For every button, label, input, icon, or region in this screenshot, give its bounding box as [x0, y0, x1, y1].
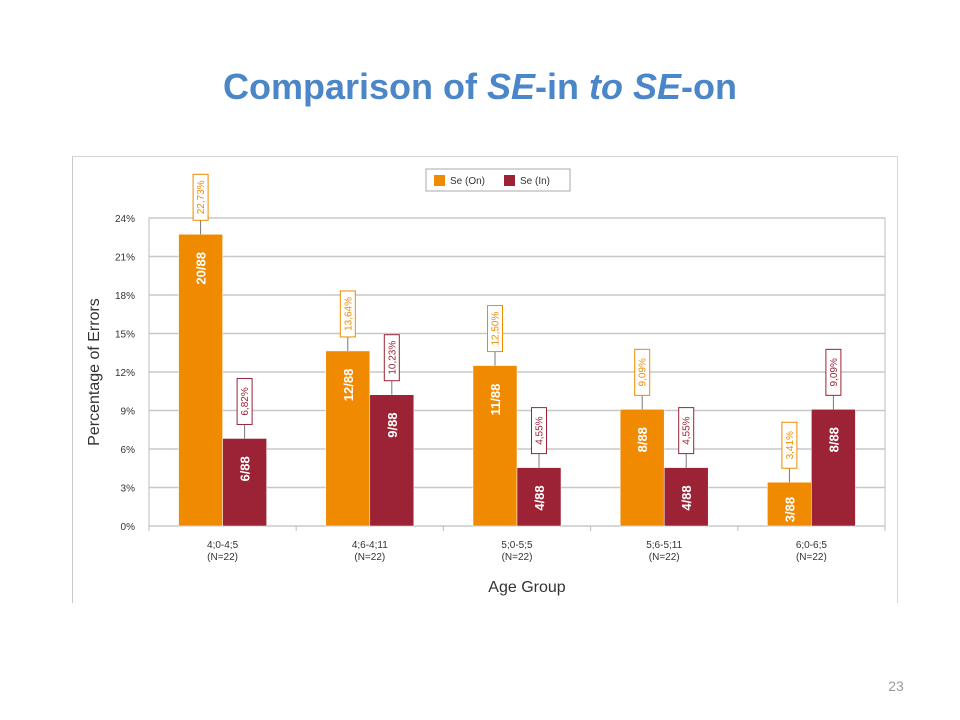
bar-count-label: 20/88	[194, 252, 209, 285]
y-tick-label: 12%	[115, 368, 135, 379]
bar-se-on	[325, 350, 371, 527]
callout-box	[487, 305, 503, 353]
callout-box	[531, 407, 547, 455]
x-axis-label: Age Group	[488, 579, 565, 596]
x-tick-sublabel: (N=22)	[502, 552, 533, 563]
y-tick-label: 24%	[115, 214, 135, 225]
bar-value-label: 10,23%	[387, 341, 398, 375]
callout-box	[781, 421, 798, 469]
title-part: to SE	[589, 66, 682, 107]
bar-se-in	[811, 409, 856, 527]
chart-panel: 0% 3% 6% 9% 12% 15% 18% 21% 24% Percentage of Err…	[72, 156, 898, 603]
callout-box	[634, 348, 651, 396]
x-tick-label: 6;0-6;5	[796, 540, 828, 551]
callout-box	[678, 407, 695, 455]
legend-box	[425, 168, 571, 192]
bar-count-label: 12/88	[341, 369, 356, 402]
y-tick-label: 15%	[115, 330, 135, 341]
callout-box	[236, 377, 253, 425]
x-tick-label: 4;0-4;5	[207, 540, 239, 551]
x-tick-sublabel: (N=22)	[207, 552, 238, 563]
y-tick-label: 0%	[121, 522, 136, 533]
bar-value-label: 6,82%	[240, 387, 251, 415]
bar-count-label: 11/88	[488, 384, 503, 416]
bar-count-label: 6/88	[238, 456, 253, 481]
bar-value-label: 9,09%	[638, 358, 649, 386]
bar-value-label: 13,64%	[343, 297, 354, 331]
bar-se-on	[619, 409, 665, 527]
x-tick-label: 5;0-5;5	[501, 540, 533, 551]
x-tick-label: 5;6-5;11	[646, 540, 682, 551]
x-tick-sublabel: (N=22)	[796, 552, 827, 563]
x-tick-sublabel: (N=22)	[649, 552, 680, 563]
page-number: 23	[888, 678, 904, 694]
bar-se-in	[369, 394, 415, 527]
bar-value-label: 4,55%	[682, 416, 693, 444]
bar-value-label: 9,09%	[829, 358, 840, 386]
callout-box	[339, 290, 356, 338]
title-part: -in	[535, 66, 590, 107]
bar-value-label: 4,55%	[535, 416, 546, 444]
y-tick-label: 3%	[121, 484, 136, 495]
legend-label: Se (On)	[450, 176, 485, 187]
y-tick-label: 6%	[121, 445, 136, 456]
title-part: -on	[681, 66, 737, 107]
bar-se-on	[767, 481, 812, 527]
y-axis-label: Percentage of Errors	[86, 298, 103, 446]
legend-swatch	[504, 175, 515, 186]
bar-se-in	[663, 467, 709, 527]
bar-se-in	[516, 467, 562, 527]
slide-title: Comparison of SE-in to SE-on	[0, 66, 960, 108]
y-tick-label: 9%	[121, 407, 136, 418]
title-part: Comparison of	[222, 66, 487, 107]
bar-count-label: 9/88	[385, 412, 400, 437]
bar-chart: 0% 3% 6% 9% 12% 15% 18% 21% 24% Percentage of Err…	[86, 168, 886, 596]
bar-count-label: 8/88	[635, 427, 650, 452]
callout-box	[192, 173, 209, 221]
bar-value-label: 3,41%	[785, 431, 796, 459]
bar-count-label: 4/88	[532, 485, 547, 510]
y-tick-label: 18%	[115, 291, 135, 302]
bar-se-on	[472, 365, 518, 527]
callout-box	[825, 348, 842, 396]
x-tick-label: 4;6-4;11	[352, 540, 388, 551]
title-part: SE	[487, 66, 536, 107]
legend-label: Se (In)	[520, 176, 550, 187]
legend-swatch	[434, 175, 445, 186]
x-tick-sublabel: (N=22)	[354, 552, 385, 563]
bar-value-label: 12,50%	[491, 312, 502, 346]
bar-value-label: 22,73%	[196, 180, 207, 214]
bar-se-on	[178, 234, 223, 527]
bar-count-label: 8/88	[826, 427, 841, 452]
y-tick-label: 21%	[115, 253, 135, 264]
bar-count-label: 3/88	[782, 497, 797, 522]
callout-box	[383, 334, 400, 382]
bar-count-label: 4/88	[679, 485, 694, 510]
bar-se-in	[222, 438, 267, 527]
